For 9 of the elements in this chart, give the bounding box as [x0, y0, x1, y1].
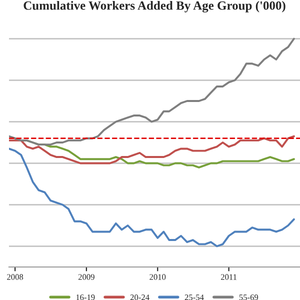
- x-tick-label: 2010: [150, 274, 166, 280]
- legend-label: 25-54: [184, 294, 204, 300]
- chart-title: Cumulative Workers Added By Age Group ('000): [24, 0, 286, 12]
- legend-label: 16-19: [76, 294, 95, 300]
- x-tick-label: 2008: [7, 274, 24, 280]
- legend-label: 20-24: [130, 294, 150, 300]
- legend-label: 55-69: [239, 294, 258, 300]
- x-tick-label: 2009: [78, 274, 94, 280]
- x-tick-label: 2011: [221, 274, 236, 280]
